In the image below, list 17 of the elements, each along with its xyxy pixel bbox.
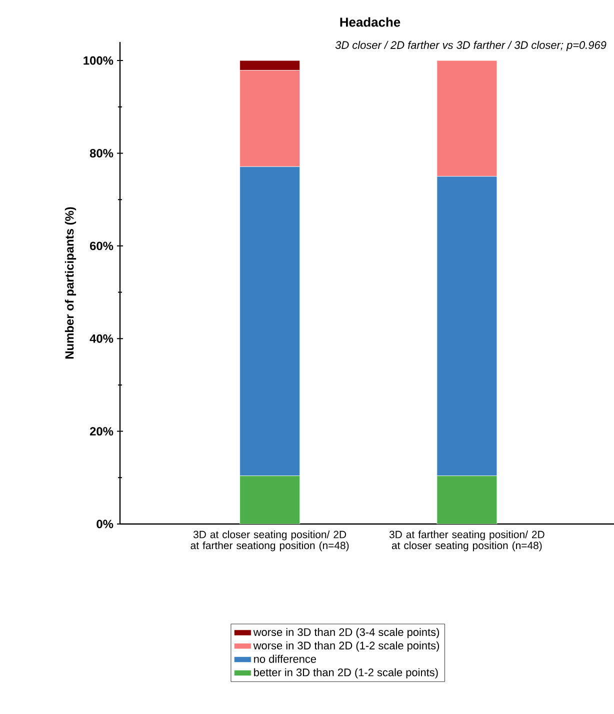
bar bbox=[436, 476, 498, 524]
y-tick-label: 20% bbox=[90, 427, 114, 436]
bar bbox=[240, 476, 300, 524]
annotation: 3D closer / 2D farther vs 3D farther / 3D closer; p=0.969 bbox=[335, 40, 606, 52]
x-tick-label: 3D at farther seating position/ 2D at closer seating position (n=48) bbox=[389, 530, 544, 552]
legend-label: better in 3D than 2D (1-2 scale points) bbox=[254, 668, 438, 678]
x-tick-label: 3D at closer seating position/ 2D at farther seationg position (n=48) bbox=[190, 530, 349, 552]
y-axis-title: Number of participants (%) bbox=[64, 207, 76, 359]
y-tick-label: 80% bbox=[90, 149, 114, 158]
y-tick-label: 0% bbox=[96, 520, 114, 528]
y-tick-label: 100% bbox=[84, 56, 114, 65]
legend-label: worse in 3D than 2D (1-2 scale points) bbox=[253, 641, 440, 652]
legend-label: no difference bbox=[254, 654, 316, 663]
chart-title: Headache bbox=[340, 17, 400, 27]
y-tick-label: 40% bbox=[90, 334, 114, 343]
legend-label: worse in 3D than 2D (3-4 scale points) bbox=[253, 628, 440, 638]
y-tick-label: 60% bbox=[90, 242, 114, 250]
